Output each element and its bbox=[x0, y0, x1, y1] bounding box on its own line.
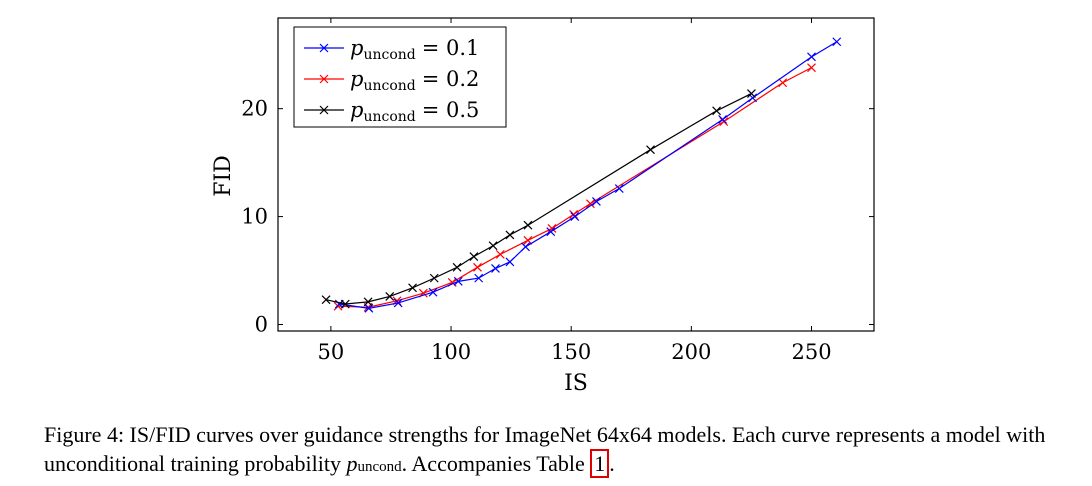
x-tick-label: 100 bbox=[431, 340, 471, 364]
table-reference-link[interactable]: 1 bbox=[590, 449, 610, 478]
y-tick-label: 20 bbox=[241, 97, 268, 121]
legend-subscript: uncond bbox=[363, 78, 415, 94]
legend-value: = 0.1 bbox=[422, 36, 480, 60]
legend-entry-1: puncond = 0.2 bbox=[304, 67, 479, 94]
legend-symbol: p bbox=[350, 98, 363, 122]
data-point-marker bbox=[712, 106, 722, 116]
series-0 bbox=[334, 37, 842, 313]
data-point-marker bbox=[473, 262, 482, 272]
data-point-marker bbox=[429, 273, 439, 283]
data-point-marker bbox=[570, 212, 580, 222]
data-point-marker bbox=[523, 220, 533, 230]
axis-ticks: 50 100 150 200 250 0 10 20 bbox=[241, 18, 874, 364]
legend-value: = 0.5 bbox=[422, 98, 480, 122]
data-point-marker bbox=[778, 78, 788, 88]
legend-entry-2: puncond = 0.5 bbox=[304, 98, 479, 125]
data-point-marker bbox=[807, 63, 816, 73]
legend-label: puncond = 0.1 bbox=[350, 36, 479, 63]
data-point-marker bbox=[321, 295, 331, 305]
legend-value: = 0.2 bbox=[422, 67, 480, 91]
data-point-marker bbox=[505, 230, 515, 240]
caption-math-symbol: p bbox=[346, 451, 358, 476]
plot-frame bbox=[277, 17, 875, 332]
y-axis-title: FID bbox=[211, 155, 236, 197]
data-point-marker bbox=[453, 276, 463, 286]
data-point-marker bbox=[491, 263, 500, 273]
legend-label: puncond = 0.2 bbox=[350, 67, 479, 94]
data-point-marker bbox=[385, 292, 395, 301]
data-point-marker bbox=[807, 52, 816, 62]
legend-marker bbox=[319, 74, 329, 84]
caption-math-subscript: uncond bbox=[357, 459, 402, 475]
legend-symbol: p bbox=[350, 67, 363, 91]
data-point-marker bbox=[495, 249, 505, 259]
x-tick-label: 150 bbox=[551, 340, 591, 364]
chart: 50 100 150 200 250 0 10 20 IS FID puncond = 0.1 p… bbox=[211, 17, 875, 396]
legend-symbol: p bbox=[350, 36, 363, 60]
series-line bbox=[325, 93, 752, 305]
y-tick-label: 10 bbox=[241, 205, 268, 229]
data-point-marker bbox=[585, 199, 595, 209]
data-point-marker bbox=[363, 297, 373, 307]
legend-marker bbox=[319, 43, 329, 53]
caption-text-part1: Figure 4: IS/FID curves over guidance st… bbox=[44, 422, 1046, 476]
legend-marker bbox=[319, 105, 329, 115]
y-tick-label: 0 bbox=[255, 313, 268, 337]
data-point-marker bbox=[718, 115, 728, 124]
data-point-marker bbox=[469, 252, 479, 261]
data-point-marker bbox=[521, 242, 530, 252]
plot-area bbox=[321, 37, 842, 313]
data-point-marker bbox=[614, 184, 624, 193]
legend-subscript: uncond bbox=[363, 109, 415, 125]
data-point-marker bbox=[546, 227, 556, 237]
data-point-marker bbox=[523, 235, 533, 245]
data-point-marker bbox=[408, 283, 418, 293]
data-point-marker bbox=[452, 262, 462, 272]
data-point-marker bbox=[832, 37, 842, 47]
x-axis-title: IS bbox=[564, 371, 588, 396]
data-point-marker bbox=[547, 224, 557, 233]
legend-label: puncond = 0.5 bbox=[350, 98, 479, 125]
data-point-marker bbox=[505, 257, 515, 267]
x-tick-label: 200 bbox=[671, 340, 711, 364]
legend-subscript: uncond bbox=[363, 47, 415, 63]
data-point-marker bbox=[569, 210, 579, 219]
data-point-marker bbox=[719, 117, 729, 127]
series-2 bbox=[321, 89, 756, 309]
data-point-marker bbox=[340, 299, 350, 309]
data-point-marker bbox=[592, 197, 601, 206]
legend-entry-0: puncond = 0.1 bbox=[304, 36, 479, 63]
caption-text-part3: . bbox=[609, 451, 615, 476]
x-tick-label: 50 bbox=[318, 340, 345, 364]
figure-caption: Figure 4: IS/FID curves over guidance st… bbox=[44, 420, 1054, 482]
data-point-marker bbox=[474, 273, 484, 283]
data-point-marker bbox=[393, 298, 403, 308]
data-point-marker bbox=[428, 287, 438, 297]
caption-text-part2: . Accompanies Table bbox=[401, 451, 591, 476]
data-point-marker bbox=[646, 145, 655, 155]
data-point-marker bbox=[747, 89, 756, 98]
data-point-marker bbox=[488, 241, 498, 251]
x-tick-label: 250 bbox=[791, 340, 831, 364]
